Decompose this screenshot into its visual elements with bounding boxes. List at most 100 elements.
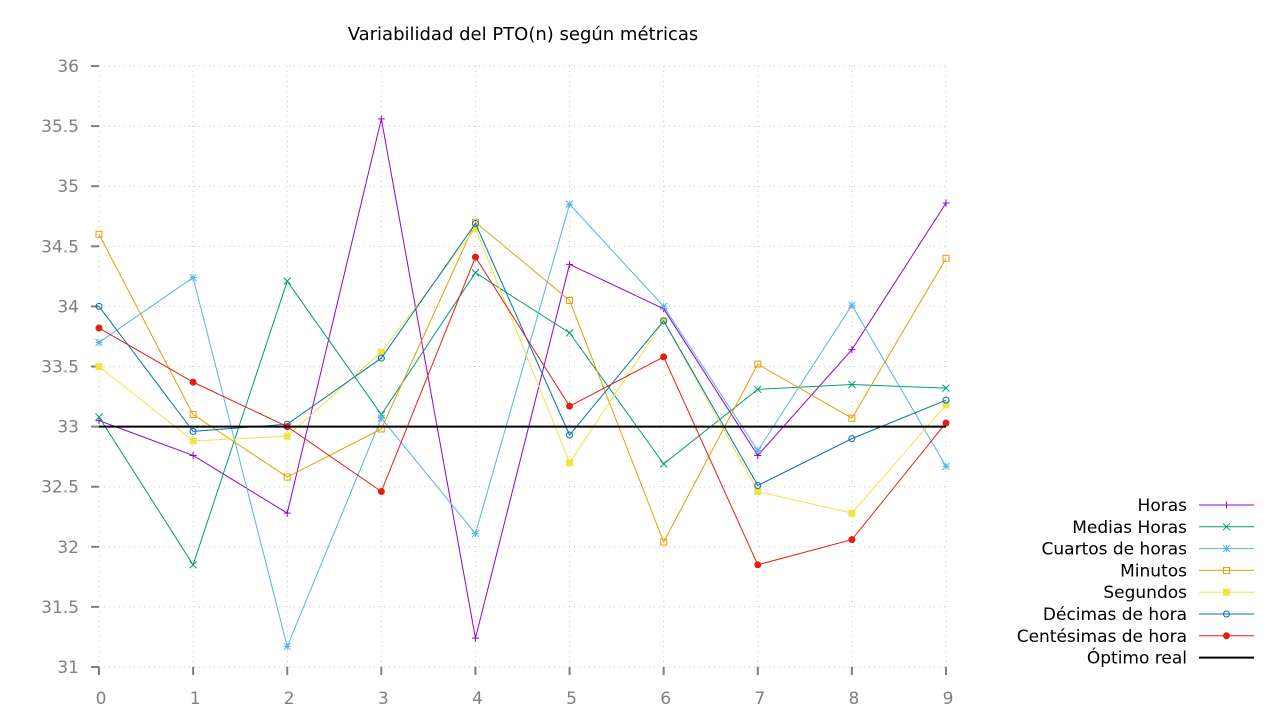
legend-label: Décimas de hora (1043, 605, 1187, 625)
data-point (942, 254, 950, 262)
data-point (95, 302, 103, 310)
data-point (848, 509, 856, 517)
data-point (942, 384, 950, 392)
x-tick-label: 4 (472, 689, 483, 709)
chart-title: Variabilidad del PTO(n) según métricas (348, 24, 699, 45)
data-point (1223, 632, 1230, 640)
data-point (377, 354, 385, 362)
y-tick-label: 34 (57, 297, 79, 317)
series-group (95, 115, 950, 651)
data-point (189, 378, 197, 386)
legend-item: Décimas de hora (1043, 605, 1254, 625)
data-point (377, 115, 385, 123)
series-line (98, 227, 947, 514)
data-point (189, 411, 197, 419)
data-point (942, 419, 950, 427)
data-point (377, 488, 385, 496)
legend-item: Cuartos de horas (1042, 540, 1254, 560)
data-point (189, 427, 197, 435)
y-tick-label: 35.5 (41, 117, 79, 137)
data-point (1223, 610, 1230, 618)
grid (98, 65, 947, 668)
data-point (283, 473, 291, 481)
y-tick-label: 33 (57, 418, 79, 438)
legend-item: Medias Horas (1072, 518, 1254, 538)
y-tick-label: 32.5 (41, 478, 79, 498)
data-point (471, 634, 479, 642)
data-point (189, 437, 197, 445)
data-point (565, 328, 574, 337)
data-point (754, 360, 762, 368)
data-point (189, 451, 197, 459)
y-tick-label: 33.5 (41, 358, 79, 378)
data-point (659, 302, 668, 311)
series-line (98, 222, 947, 487)
x-tick-label: 1 (190, 689, 201, 709)
legend-item: Horas (1138, 496, 1254, 516)
data-point (942, 401, 950, 409)
data-point (95, 230, 103, 238)
data-point (377, 410, 386, 419)
data-point (1223, 566, 1230, 574)
x-tick-label: 7 (754, 689, 765, 709)
y-tick-label: 34.5 (41, 237, 79, 257)
data-point (942, 396, 950, 404)
legend-label: Centésimas de hora (1017, 627, 1187, 647)
data-point (471, 253, 479, 261)
data-point (566, 431, 574, 439)
y-tick-label: 35 (57, 177, 79, 197)
data-point (283, 642, 292, 651)
data-point (660, 317, 668, 325)
data-point (95, 413, 103, 421)
y-tick-label: 31.5 (41, 598, 79, 618)
data-point (566, 402, 574, 410)
data-point (95, 324, 103, 332)
data-point (660, 538, 668, 546)
data-point (848, 301, 856, 310)
data-point (848, 380, 856, 389)
data-point (283, 509, 291, 517)
data-point (942, 462, 950, 471)
legend-label: Minutos (1120, 561, 1187, 581)
data-point (566, 459, 574, 467)
legend-label: Horas (1138, 496, 1188, 516)
data-point (754, 561, 762, 569)
data-point (1222, 522, 1231, 531)
series-4 (95, 218, 950, 546)
series-7 (95, 253, 950, 569)
y-tick-label: 36 (57, 57, 79, 77)
series-line (98, 272, 947, 566)
data-point (1222, 544, 1231, 553)
legend-item: Centésimas de hora (1017, 627, 1254, 647)
series-line (98, 256, 947, 566)
data-point (848, 414, 856, 422)
data-point (471, 268, 480, 277)
data-point (565, 200, 574, 209)
legend-label: Medias Horas (1072, 518, 1187, 538)
series-line (98, 118, 947, 639)
x-tick-label: 9 (943, 689, 954, 709)
y-tick-label: 31 (57, 658, 79, 678)
data-point (848, 435, 856, 443)
y-tick-label: 32 (57, 538, 79, 558)
data-point (471, 529, 480, 538)
data-point (942, 199, 950, 207)
data-point (848, 536, 856, 544)
series-6 (95, 219, 950, 489)
x-tick-label: 3 (378, 689, 389, 709)
legend-label: Cuartos de horas (1042, 540, 1188, 560)
data-point (189, 560, 197, 569)
series-1 (95, 115, 950, 642)
data-point (753, 446, 762, 455)
data-point (1223, 588, 1230, 596)
series-3 (95, 200, 950, 651)
data-point (283, 277, 292, 286)
x-tick-label: 2 (284, 689, 295, 709)
data-point (754, 488, 762, 496)
series-2 (95, 268, 950, 569)
data-point (566, 296, 574, 304)
series-line (98, 203, 947, 649)
legend-label: Óptimo real (1087, 647, 1187, 669)
